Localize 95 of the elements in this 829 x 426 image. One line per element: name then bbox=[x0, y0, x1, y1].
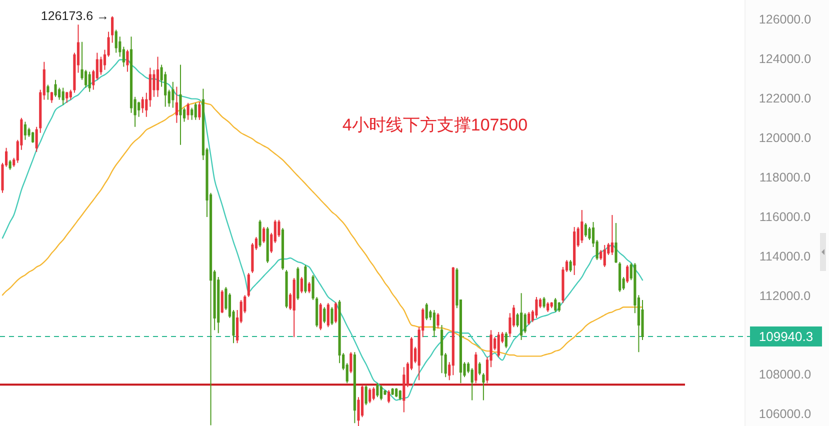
candlestick bbox=[584, 222, 587, 238]
y-tick-label: 106000.0 bbox=[758, 407, 812, 422]
candlestick bbox=[194, 102, 197, 120]
candlestick bbox=[380, 384, 382, 401]
candlestick bbox=[69, 89, 72, 100]
candlestick bbox=[186, 102, 190, 120]
candlestick bbox=[46, 84, 50, 100]
candlestick bbox=[546, 302, 550, 313]
candlestick bbox=[172, 81, 174, 108]
candlestick bbox=[126, 49, 129, 72]
y-tick-label: 108000.0 bbox=[758, 368, 812, 382]
candlestick bbox=[220, 290, 224, 314]
candlestick bbox=[24, 121, 27, 140]
y-tick-label: 114000.0 bbox=[759, 249, 811, 264]
annotation: 4小时线下方支撑107500 bbox=[342, 116, 528, 134]
candlestick bbox=[316, 296, 318, 328]
candlestick bbox=[387, 390, 390, 404]
y-tick-label: 112000.0 bbox=[759, 288, 811, 303]
candlestick bbox=[350, 352, 352, 374]
candlestick bbox=[497, 332, 500, 358]
candlestick bbox=[614, 222, 618, 264]
candlestick bbox=[528, 312, 530, 326]
candlestick bbox=[478, 362, 481, 376]
candlestick bbox=[432, 310, 436, 338]
candlestick bbox=[482, 372, 485, 401]
candlestick bbox=[474, 352, 478, 384]
candlestick bbox=[334, 302, 338, 324]
candlestick bbox=[262, 226, 266, 244]
candlestick bbox=[258, 219, 262, 248]
candlestick bbox=[156, 56, 160, 98]
candlestick bbox=[114, 29, 118, 54]
candlestick bbox=[266, 226, 269, 264]
candlestick bbox=[550, 302, 553, 309]
candlestick bbox=[391, 388, 394, 396]
candlestick bbox=[610, 214, 614, 256]
candlestick bbox=[300, 276, 303, 294]
y-tick-label: 120000.0 bbox=[758, 131, 812, 146]
candlestick bbox=[580, 209, 584, 244]
candlestick bbox=[364, 384, 368, 406]
candlestick bbox=[372, 386, 375, 401]
y-tick-label: 126000.0 bbox=[758, 12, 812, 27]
candlestick bbox=[520, 292, 523, 341]
candlestick bbox=[141, 96, 144, 114]
candlestick bbox=[190, 107, 194, 120]
candlestick bbox=[50, 91, 54, 104]
y-tick-label: 122000.0 bbox=[758, 92, 812, 106]
candlestick bbox=[32, 131, 34, 144]
ref-line-label: 109940.3 bbox=[758, 328, 814, 344]
candlestick bbox=[398, 390, 402, 401]
candlestick bbox=[292, 278, 296, 338]
candlestick bbox=[425, 302, 428, 321]
candlestick bbox=[62, 87, 64, 106]
candlestick bbox=[395, 388, 398, 398]
candlestick bbox=[542, 296, 546, 309]
candlestick bbox=[504, 332, 508, 349]
candlestick bbox=[198, 101, 201, 120]
candlestick bbox=[88, 71, 91, 92]
candlestick bbox=[35, 126, 38, 152]
candlestick bbox=[330, 306, 334, 326]
candlestick bbox=[285, 270, 288, 309]
candlestick bbox=[296, 266, 300, 300]
candlestick bbox=[323, 306, 326, 324]
candlestick bbox=[326, 302, 330, 328]
candlestick bbox=[179, 64, 182, 146]
candlestick bbox=[436, 312, 440, 329]
candlestick bbox=[535, 296, 538, 319]
candlestick bbox=[353, 352, 356, 424]
candlestick bbox=[569, 259, 572, 272]
annotation: 126173.6 → bbox=[40, 9, 109, 23]
candlestick bbox=[247, 272, 250, 298]
candlestick bbox=[304, 264, 307, 294]
candlestick bbox=[626, 264, 629, 284]
candlestick bbox=[603, 244, 606, 268]
y-tick-label: 124000.0 bbox=[758, 52, 812, 66]
candlestick bbox=[66, 91, 68, 104]
y-tick-label: 118000.0 bbox=[759, 170, 811, 185]
candlestick bbox=[376, 382, 379, 398]
candlestick bbox=[558, 302, 560, 313]
line-series bbox=[2, 59, 644, 401]
candlestick bbox=[312, 274, 314, 300]
candlestick bbox=[440, 324, 444, 374]
candlestick bbox=[618, 262, 622, 293]
candlestick bbox=[8, 159, 12, 170]
candlestick bbox=[281, 228, 284, 271]
candlestick bbox=[54, 79, 57, 98]
candlestick bbox=[111, 16, 114, 44]
candlestick bbox=[573, 226, 576, 276]
y-tick-label: 116000.0 bbox=[759, 210, 811, 224]
line-series bbox=[2, 101, 644, 357]
candlestick bbox=[554, 298, 557, 313]
candlestick bbox=[175, 86, 178, 124]
candlestick bbox=[319, 302, 322, 331]
candlestick bbox=[452, 266, 454, 376]
candlestick bbox=[308, 282, 311, 294]
candlestick bbox=[368, 388, 372, 404]
